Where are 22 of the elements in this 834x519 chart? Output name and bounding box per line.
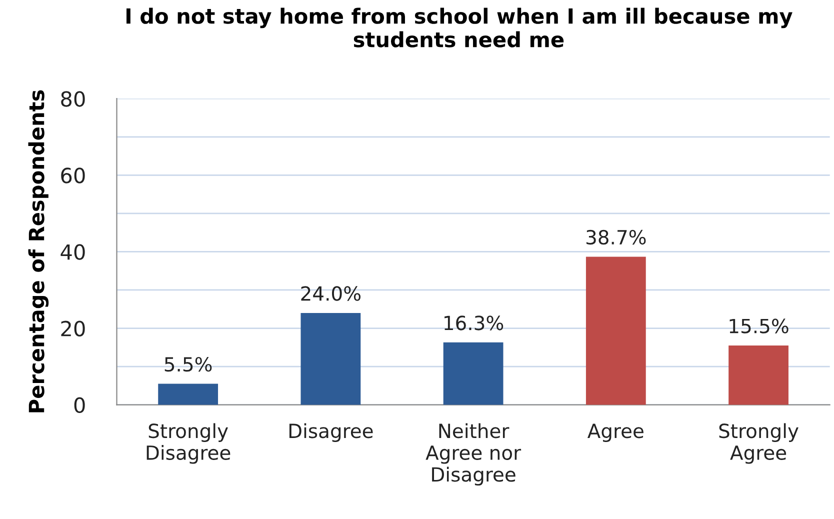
bar [158,384,218,405]
x-tick-label: Disagree [289,423,373,442]
x-tick-label: Neither Agree nor Disagree [426,423,522,486]
y-tick-label: 0 [74,397,85,414]
y-tick-label: 40 [60,244,85,260]
x-tick-label: Strongly Disagree [146,423,230,464]
x-tick-label: Agree [587,424,644,442]
data-label: 16.3% [444,316,504,330]
y-tick-label: 20 [61,320,85,336]
bar [443,342,504,405]
x-tick-label: Strongly Agree [719,423,798,464]
bar [586,256,646,405]
bar [300,312,361,405]
y-tick-label: 60 [61,168,85,184]
data-label: 24.0% [301,286,360,301]
data-label: 15.5% [730,318,788,334]
chart-title: I do not stay home from school when I am ill because my students need me [126,8,792,48]
y-tick-label: 80 [61,91,85,107]
bar [728,345,788,405]
y-axis-title: Percentage of Respondents [28,90,49,412]
data-label: 38.7% [586,230,646,245]
data-label: 5.5% [164,356,212,372]
